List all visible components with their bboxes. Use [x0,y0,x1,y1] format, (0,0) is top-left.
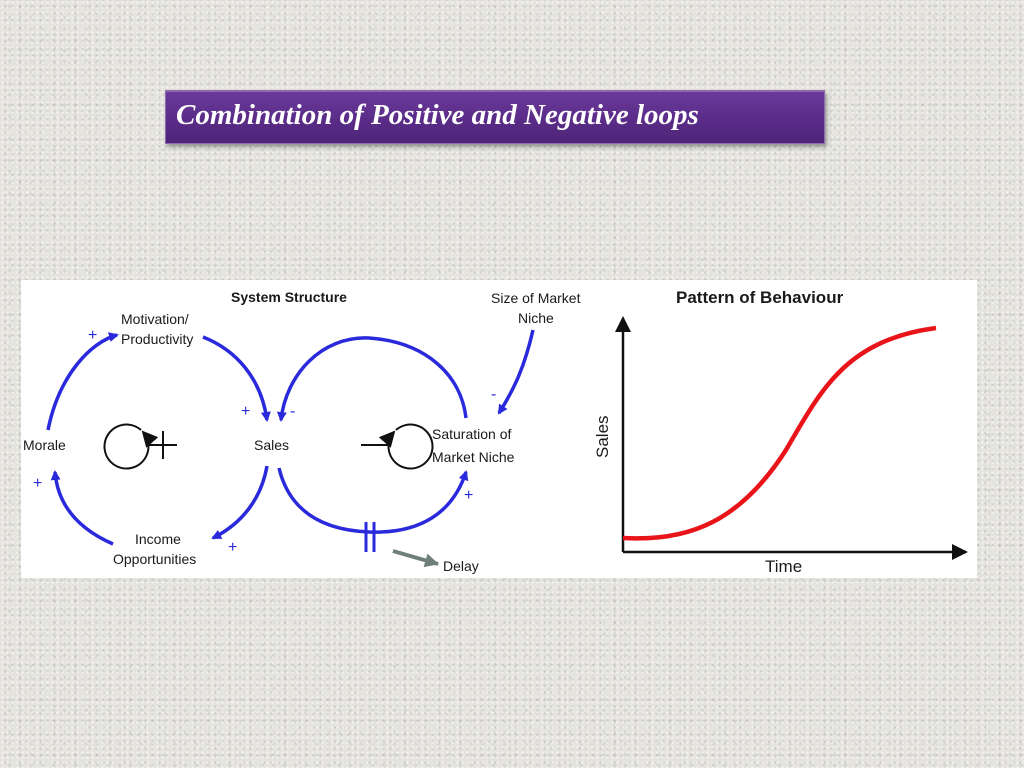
node-saturation-line1: Saturation of [432,426,511,442]
polarity-income-to-morale: + [33,475,42,492]
arrow-motivation-to-sales [202,335,271,422]
polarity-sales-to-saturation: + [464,487,473,504]
node-morale: Morale [23,437,66,453]
polarity-sales-to-income: + [228,539,237,556]
arrow-size-to-saturation [497,329,535,415]
node-motivation-line1: Motivation/ [121,311,189,327]
x-axis-label: Time [765,557,802,576]
pattern-heading: Pattern of Behaviour [676,288,844,307]
node-saturation-line2: Market Niche [432,449,515,465]
delay-mark [364,522,376,552]
polarity-motivation-to-sales: + [241,403,250,420]
node-sales: Sales [254,437,289,453]
arrow-income-to-morale [50,470,114,546]
node-size-niche-line2: Niche [518,310,554,326]
arrow-sales-to-saturation [277,467,469,534]
figure-panel: System Structure Motivation/ Productivit… [21,280,977,578]
reinforcing-loop-icon [103,423,177,470]
slide-title-box: Combination of Positive and Negative loo… [165,90,825,144]
arrow-sales-to-income [211,465,269,540]
slide-title: Combination of Positive and Negative loo… [176,99,699,131]
balancing-loop-icon [361,423,434,470]
polarity-saturation-to-sales: - [290,403,295,420]
arrow-saturation-to-sales [276,336,468,422]
figure-svg: System Structure Motivation/ Productivit… [23,288,968,576]
node-delay: Delay [443,558,479,574]
polarity-size-to-saturation: - [491,386,496,403]
node-motivation-line2: Productivity [121,331,193,347]
y-axis-label: Sales [593,415,612,458]
arrow-delay-pointer [392,549,439,568]
system-structure-heading: System Structure [231,289,347,305]
sales-curve [622,325,937,541]
polarity-morale-to-motivation: + [88,327,97,344]
node-income-line1: Income [135,531,181,547]
node-size-niche-line1: Size of Market [491,290,581,306]
node-income-line2: Opportunities [113,551,196,567]
arrow-morale-to-motivation [46,332,119,431]
